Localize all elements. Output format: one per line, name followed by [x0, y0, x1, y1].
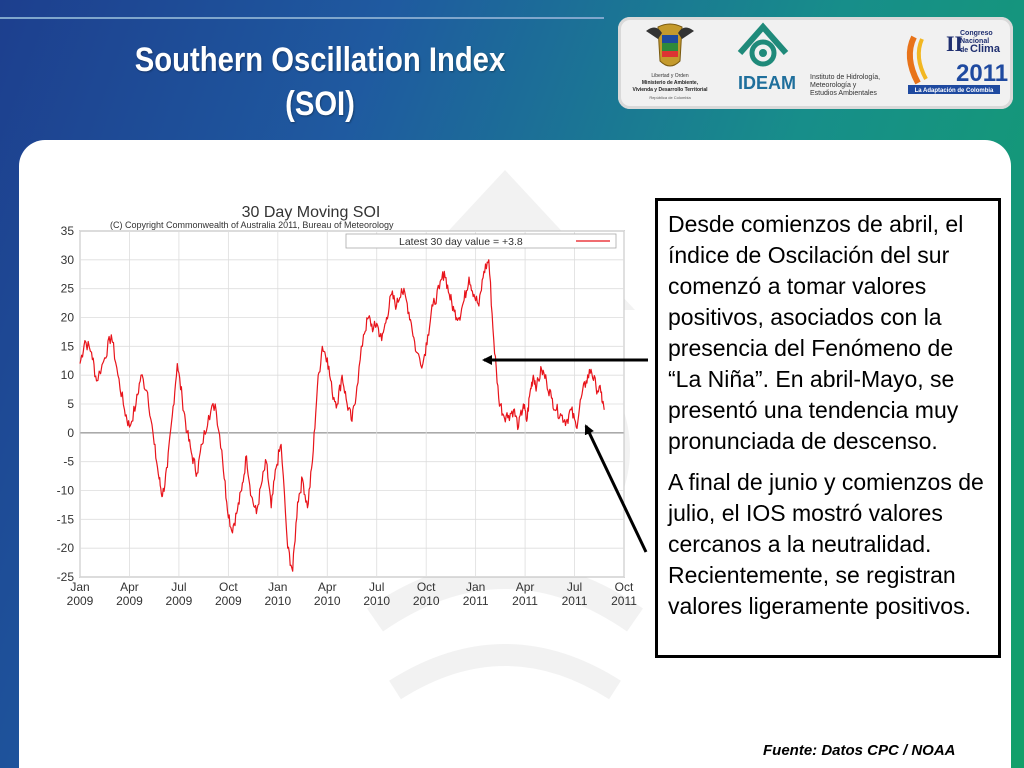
- ideam-desc-1: Instituto de Hidrología,: [810, 74, 880, 81]
- x-tick-label-month: Jul: [567, 580, 582, 594]
- x-axis-ticks: Jan2009Apr2009Jul2009Oct2009Jan2010Apr20…: [67, 580, 638, 608]
- ideam-name: IDEAM: [738, 73, 796, 93]
- x-tick-label-month: Apr: [516, 580, 535, 594]
- x-tick-label-month: Oct: [417, 580, 436, 594]
- x-tick-label-year: 2009: [116, 594, 143, 608]
- x-tick-label-month: Jul: [369, 580, 384, 594]
- congreso-nacional: Nacional: [960, 38, 989, 45]
- congreso-clima-logo: II Congreso Nacional de Clima 2011 La Ad…: [906, 30, 1008, 94]
- legend-box: [345, 233, 617, 249]
- x-tick-label-year: 2009: [215, 594, 242, 608]
- congreso-de: de: [960, 47, 968, 54]
- y-tick-label: -20: [57, 541, 75, 555]
- congreso-clima: Clima: [970, 43, 1001, 55]
- colombia-coat-of-arms-logo: Libertad y Orden Ministerio de Ambiente,…: [632, 23, 708, 100]
- y-tick-label: -5: [63, 455, 74, 469]
- ideam-desc-2: Meteorología y: [810, 82, 857, 89]
- congreso-year: 2011: [956, 60, 1008, 87]
- y-tick-label: 5: [67, 397, 74, 411]
- x-tick-label-year: 2010: [264, 594, 291, 608]
- congreso-tagline: La Adaptación de Colombia: [915, 88, 994, 94]
- colombia-line-4: República de Colombia: [649, 95, 691, 100]
- explanation-paragraph-1: Desde comienzos de abril, el índice de O…: [668, 211, 964, 454]
- series-soi: [79, 259, 605, 572]
- x-tick-label-month: Oct: [615, 580, 634, 594]
- explanation-paragraph-2: A final de junio y comienzos de julio, e…: [668, 469, 984, 619]
- legend: Latest 30 day value = +3.8: [345, 233, 617, 249]
- chart-subtitle: (C) Copyright Commonwealth of Australia …: [110, 220, 394, 230]
- x-tick-label-year: 2011: [463, 594, 489, 608]
- y-tick-label: 10: [61, 368, 75, 382]
- x-tick-label-year: 2010: [413, 594, 440, 608]
- x-tick-label-year: 2009: [166, 594, 193, 608]
- x-tick-label-year: 2010: [363, 594, 390, 608]
- y-tick-label: 25: [61, 282, 75, 296]
- chart-title: 30 Day Moving SOI: [242, 204, 381, 221]
- y-tick-label: -25: [57, 570, 75, 584]
- y-tick-label: 30: [61, 253, 75, 267]
- y-tick-label: 20: [61, 311, 75, 325]
- explanation-box: Desde comienzos de abril, el índice de O…: [655, 198, 1001, 658]
- title-line-1: Southern Oscillation Index: [134, 41, 506, 79]
- y-axis-ticks: 35 30 25 20 15 10 5 0 -5 -10 -15 -20 -25: [57, 224, 75, 584]
- x-tick-label-month: Apr: [120, 580, 139, 594]
- congreso-roman: II: [946, 31, 963, 56]
- colombia-line-1: Libertad y Orden: [651, 73, 688, 79]
- grid: [79, 230, 625, 578]
- colombia-line-2: Ministerio de Ambiente,: [642, 80, 699, 86]
- ideam-desc-3: Estudios Ambientales: [810, 90, 877, 97]
- x-tick-label-month: Apr: [318, 580, 337, 594]
- x-tick-label-month: Jan: [466, 580, 485, 594]
- y-tick-label: -15: [57, 512, 75, 526]
- x-tick-label-year: 2010: [314, 594, 341, 608]
- title-line-2: (SOI): [285, 85, 355, 123]
- source-note: Fuente: Datos CPC / NOAA: [763, 742, 956, 759]
- legend-label: Latest 30 day value = +3.8: [399, 236, 523, 248]
- soi-chart: 30 Day Moving SOI (C) Copyright Commonwe…: [57, 204, 638, 608]
- y-tick-label: -10: [57, 484, 75, 498]
- header-divider: [0, 17, 604, 19]
- y-tick-label: 0: [67, 426, 74, 440]
- x-tick-label-month: Jan: [268, 580, 287, 594]
- x-tick-label-year: 2011: [562, 594, 588, 608]
- x-tick-label-month: Jan: [70, 580, 89, 594]
- x-tick-label-month: Oct: [219, 580, 238, 594]
- x-tick-label-year: 2011: [512, 594, 538, 608]
- ideam-logo: IDEAM Instituto de Hidrología, Meteorolo…: [737, 22, 880, 97]
- y-tick-label: 35: [61, 224, 75, 238]
- congreso-word: Congreso: [960, 30, 993, 37]
- page-title: Southern Oscillation Index (SOI): [118, 38, 522, 126]
- soi-line: [79, 259, 605, 572]
- logo-panel: Libertad y Orden Ministerio de Ambiente,…: [618, 17, 1013, 109]
- logos-graphic: Libertad y Orden Ministerio de Ambiente,…: [632, 22, 1008, 100]
- x-tick-label-month: Jul: [171, 580, 186, 594]
- x-tick-label-year: 2011: [611, 594, 637, 608]
- colombia-line-3: Vivienda y Desarrollo Territorial: [632, 87, 708, 93]
- y-tick-label: 15: [61, 339, 75, 353]
- x-tick-label-year: 2009: [67, 594, 94, 608]
